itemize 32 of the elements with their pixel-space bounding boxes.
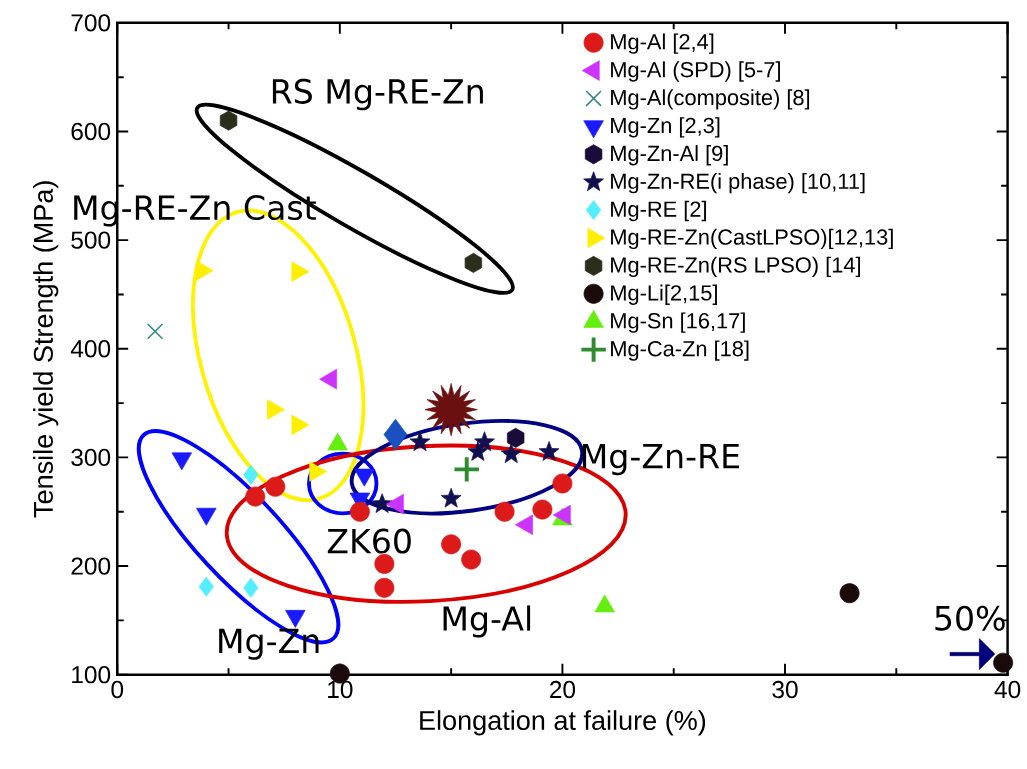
legend-label: Mg-Al [2,4]	[611, 33, 714, 54]
x-tick-label: 0	[111, 680, 124, 699]
legend-label: Mg-Zn [2,3]	[611, 117, 720, 138]
annotation: Mg-Al	[443, 605, 531, 638]
legend-label: Mg-Al(composite) [8]	[611, 89, 810, 110]
x-tick-label: 10	[328, 680, 353, 699]
x-tick-label: 40	[994, 680, 1021, 699]
y-tick-label: 600	[71, 122, 111, 141]
annotation: Mg-Zn	[219, 628, 319, 660]
legend-label: Mg-RE-Zn(RS LPSO) [14]	[611, 256, 861, 277]
x-axis-title: Elongation at failure (%)	[420, 710, 706, 736]
x-tick-label: 20	[550, 680, 576, 699]
y-tick-label: 500	[71, 231, 111, 249]
legend-label: Mg-Sn [16,17]	[611, 312, 745, 333]
legend-label: Mg-Ca-Zn [18]	[611, 340, 749, 361]
annotation: Mg-Zn-RE	[582, 444, 739, 476]
y-tick-label: 300	[71, 448, 111, 467]
x-tick-label: 30	[772, 680, 798, 699]
annotation: ZK60	[327, 528, 411, 554]
legend-label: Mg-Li[2,15]	[611, 284, 717, 305]
annotation: RS Mg-RE-Zn	[272, 78, 483, 111]
legend-label: Mg-RE [2]	[611, 200, 706, 222]
y-tick-label: 100	[72, 665, 111, 684]
legend-label: Mg-Al (SPD) [5-7]	[611, 61, 780, 82]
y-tick-label: 400	[70, 340, 111, 358]
y-tick-label: 700	[71, 14, 111, 32]
legend-label: Mg-Zn-Al [9]	[611, 145, 728, 166]
y-tick-label: 200	[71, 557, 111, 575]
legend-label: Mg-RE-Zn(CastLPSO)[12,13]	[611, 228, 893, 250]
y-axis-title: Tensile yield Strength (MPa)	[33, 181, 59, 518]
legend-label: Mg-Zn-RE(i phase) [10,11]	[611, 172, 865, 194]
annotation: 50%	[935, 605, 1005, 631]
